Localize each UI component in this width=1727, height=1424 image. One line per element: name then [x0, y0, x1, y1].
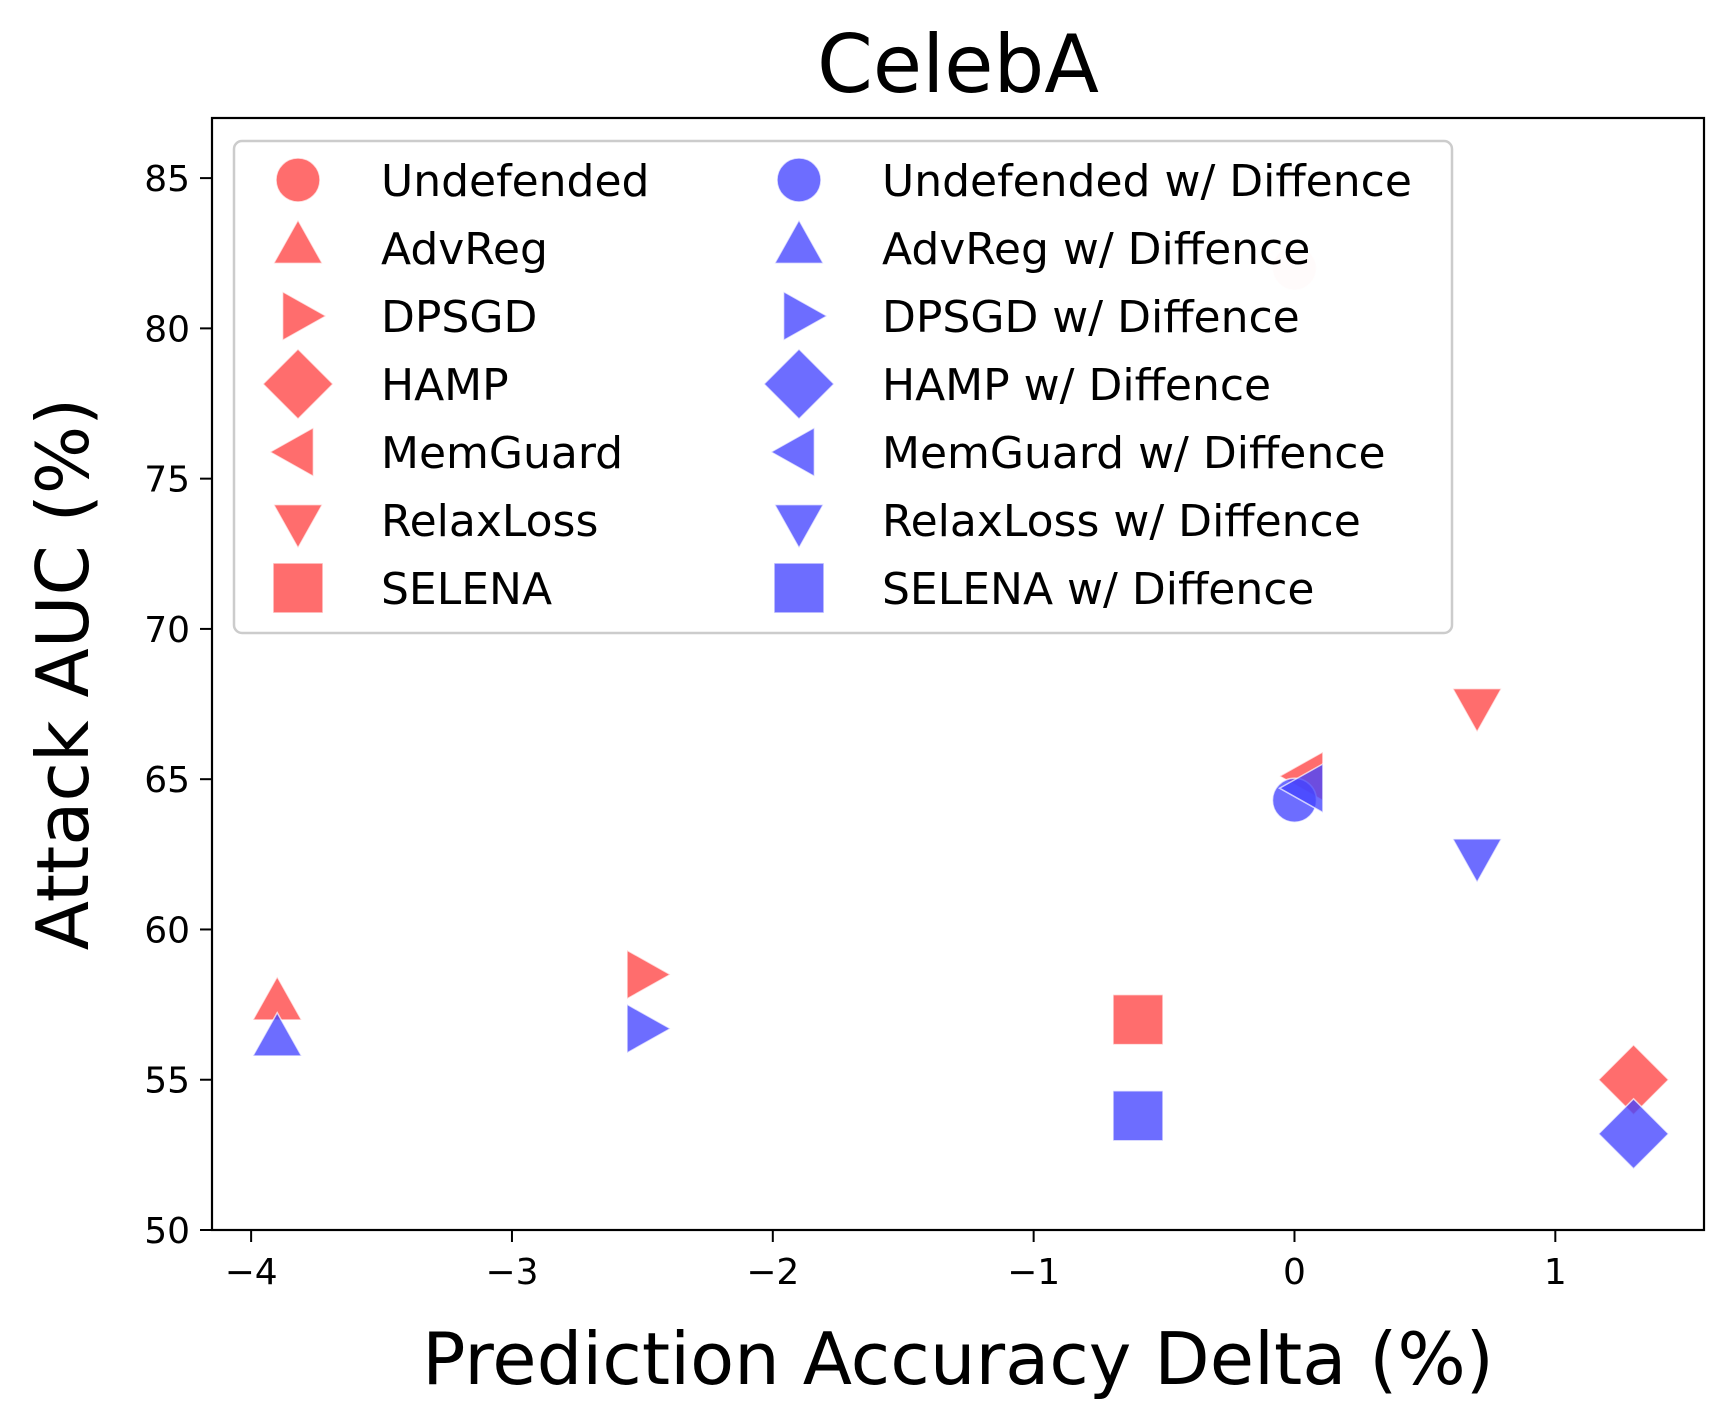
y-tick-label: 80	[144, 309, 190, 350]
legend-marker-advreg-w-diffence	[773, 218, 825, 265]
point-relaxloss	[1451, 687, 1503, 734]
y-tick-label: 85	[144, 159, 190, 200]
legend-marker-undefended-w-diffence	[776, 157, 822, 203]
legend-marker-hamp-w-diffence	[762, 347, 836, 421]
point-dpsgd	[626, 948, 672, 1001]
x-axis: −4 −3 −2 −1 0 1	[225, 1230, 1567, 1293]
legend-marker-dpsgd-w-diffence	[782, 290, 829, 342]
legend-label-advreg: AdvReg	[381, 224, 548, 275]
x-tick-label: −1	[1007, 1252, 1060, 1293]
y-axis-label: Attack AUC (%)	[21, 398, 105, 950]
legend-marker-selena	[272, 562, 324, 614]
x-tick-label: −2	[746, 1252, 799, 1293]
legend-label-relaxloss-w-diffence: RelaxLoss w/ Diffence	[882, 496, 1361, 547]
plot-area: −4 −3 −2 −1 0 1 50 55 60 65 70 75 80 85 Undefended Ad…	[144, 116, 1706, 1293]
legend-label-selena: SELENA	[381, 564, 552, 615]
legend-marker-relaxloss	[272, 503, 324, 550]
legend-label-hamp-w-diffence: HAMP w/ Diffence	[882, 360, 1271, 411]
legend-marker-hamp	[261, 347, 335, 421]
legend-label-selena-w-diffence: SELENA w/ Diffence	[882, 564, 1314, 615]
legend-label-hamp: HAMP	[381, 360, 509, 411]
legend-marker-relaxloss-w-diffence	[773, 503, 825, 550]
x-tick-label: 1	[1544, 1252, 1567, 1293]
legend-marker-memguard	[268, 426, 315, 478]
legend-marker-memguard-w-diffence	[769, 426, 816, 478]
point-advreg-w-diffence	[251, 1011, 303, 1057]
legend-marker-selena-w-diffence	[773, 562, 825, 614]
y-tick-label: 70	[144, 610, 190, 651]
legend-label-memguard: MemGuard	[381, 428, 623, 479]
legend-label-dpsgd-w-diffence: DPSGD w/ Diffence	[882, 292, 1300, 343]
legend: Undefended AdvReg DPSGD HAMP MemGuard RelaxLo…	[232, 139, 1454, 635]
legend-label-relaxloss: RelaxLoss	[381, 496, 598, 547]
point-selena	[1112, 993, 1164, 1046]
y-tick-label: 75	[144, 460, 190, 501]
x-tick-label: −4	[225, 1252, 278, 1293]
y-axis: 50 55 60 65 70 75 80 85	[144, 159, 212, 1252]
x-tick-label: −3	[485, 1252, 538, 1293]
point-dpsgd-w-diffence	[626, 1002, 672, 1055]
chart-title: CelebA	[817, 18, 1099, 111]
point-memguard-w-diffence	[1277, 762, 1324, 814]
x-tick-label: 0	[1283, 1252, 1306, 1293]
y-tick-label: 55	[144, 1061, 190, 1102]
y-tick-label: 60	[144, 910, 190, 951]
plot-frame	[210, 116, 1706, 1232]
y-tick-label: 50	[144, 1211, 190, 1252]
legend-label-memguard-w-diffence: MemGuard w/ Diffence	[882, 428, 1386, 479]
point-selena-w-diffence	[1112, 1090, 1164, 1142]
y-tick-label: 65	[144, 760, 190, 801]
point-relaxloss-w-diffence	[1451, 838, 1503, 884]
legend-marker-dpsgd	[281, 290, 328, 342]
legend-marker-undefended	[275, 157, 321, 203]
legend-box	[232, 139, 1454, 635]
legend-label-advreg-w-diffence: AdvReg w/ Diffence	[882, 224, 1310, 275]
legend-label-undefended: Undefended	[381, 156, 649, 207]
legend-marker-advreg	[272, 218, 324, 265]
x-axis-label: Prediction Accuracy Delta (%)	[422, 1317, 1494, 1401]
legend-label-undefended-w-diffence: Undefended w/ Diffence	[882, 156, 1412, 207]
point-hamp-w-diffence	[1597, 1097, 1670, 1170]
legend-label-dpsgd: DPSGD	[381, 292, 537, 343]
